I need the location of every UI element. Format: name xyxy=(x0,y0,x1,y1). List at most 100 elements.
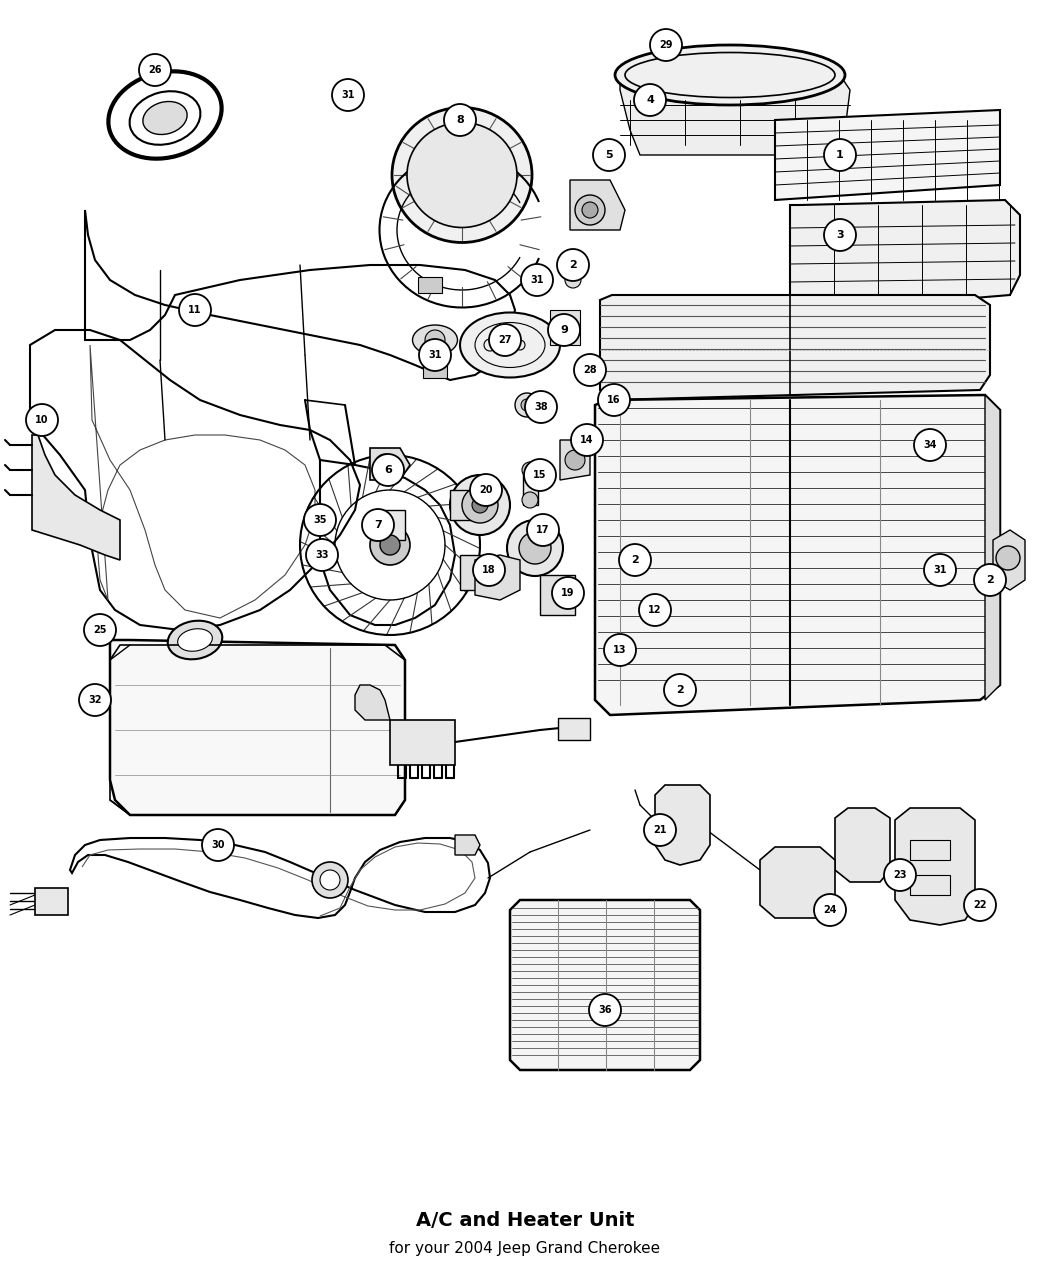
Circle shape xyxy=(824,219,856,251)
Circle shape xyxy=(527,514,559,546)
Polygon shape xyxy=(372,510,405,541)
Text: 11: 11 xyxy=(188,305,202,315)
Bar xyxy=(910,875,950,895)
Polygon shape xyxy=(540,575,575,615)
Ellipse shape xyxy=(615,45,845,105)
Polygon shape xyxy=(460,555,495,590)
Polygon shape xyxy=(418,277,442,293)
Circle shape xyxy=(514,393,539,417)
Circle shape xyxy=(202,829,234,861)
Text: 8: 8 xyxy=(456,115,464,125)
Circle shape xyxy=(372,454,404,486)
Ellipse shape xyxy=(168,621,223,659)
Polygon shape xyxy=(775,110,1000,200)
Circle shape xyxy=(974,564,1006,595)
Text: 38: 38 xyxy=(534,402,548,412)
Polygon shape xyxy=(523,465,538,505)
Text: A/C and Heater Unit: A/C and Heater Unit xyxy=(416,1210,634,1229)
Polygon shape xyxy=(620,75,851,156)
Text: 3: 3 xyxy=(836,230,844,240)
Text: 31: 31 xyxy=(933,565,947,575)
Circle shape xyxy=(620,544,651,576)
Circle shape xyxy=(589,994,621,1026)
Circle shape xyxy=(565,450,585,470)
Polygon shape xyxy=(655,785,710,864)
Circle shape xyxy=(521,264,553,296)
Circle shape xyxy=(824,139,856,171)
Polygon shape xyxy=(760,847,835,918)
Polygon shape xyxy=(390,720,455,765)
Circle shape xyxy=(565,272,581,288)
Circle shape xyxy=(525,391,556,423)
Circle shape xyxy=(644,813,676,847)
Circle shape xyxy=(884,859,916,891)
Ellipse shape xyxy=(143,102,187,135)
Circle shape xyxy=(450,476,510,536)
Polygon shape xyxy=(558,718,590,740)
Polygon shape xyxy=(570,180,625,230)
Circle shape xyxy=(574,354,606,386)
Bar xyxy=(910,840,950,861)
Circle shape xyxy=(139,54,171,85)
Circle shape xyxy=(814,894,846,926)
Text: 5: 5 xyxy=(605,150,613,159)
Text: 13: 13 xyxy=(613,645,627,655)
Text: 34: 34 xyxy=(923,440,937,450)
Circle shape xyxy=(332,79,364,111)
Ellipse shape xyxy=(413,325,458,354)
Circle shape xyxy=(375,454,395,474)
Circle shape xyxy=(79,683,111,717)
Circle shape xyxy=(84,615,116,646)
Polygon shape xyxy=(600,295,990,400)
Circle shape xyxy=(489,324,521,356)
Circle shape xyxy=(571,425,603,456)
Text: for your 2004 Jeep Grand Cherokee: for your 2004 Jeep Grand Cherokee xyxy=(390,1241,660,1256)
Circle shape xyxy=(634,84,666,116)
Text: 33: 33 xyxy=(315,550,329,560)
Circle shape xyxy=(548,314,580,346)
Ellipse shape xyxy=(392,107,532,242)
Circle shape xyxy=(507,520,563,576)
Circle shape xyxy=(320,870,340,890)
Text: 20: 20 xyxy=(479,484,492,495)
Text: 4: 4 xyxy=(646,96,654,105)
Text: 14: 14 xyxy=(581,435,593,445)
Polygon shape xyxy=(32,435,120,560)
Text: 2: 2 xyxy=(569,260,576,270)
Polygon shape xyxy=(455,835,480,856)
Circle shape xyxy=(522,462,538,478)
Circle shape xyxy=(996,546,1020,570)
Text: 28: 28 xyxy=(583,365,596,375)
Polygon shape xyxy=(993,530,1025,590)
Text: 35: 35 xyxy=(313,515,327,525)
Text: 21: 21 xyxy=(653,825,667,835)
Circle shape xyxy=(470,474,502,506)
Ellipse shape xyxy=(129,92,201,145)
Circle shape xyxy=(556,249,589,280)
Circle shape xyxy=(380,536,400,555)
Polygon shape xyxy=(790,200,1020,310)
Circle shape xyxy=(425,330,445,351)
Circle shape xyxy=(444,105,476,136)
Polygon shape xyxy=(560,440,590,479)
Text: 10: 10 xyxy=(36,414,48,425)
Circle shape xyxy=(522,492,538,507)
Polygon shape xyxy=(835,808,890,882)
Text: 32: 32 xyxy=(88,695,102,705)
Ellipse shape xyxy=(177,629,212,652)
Polygon shape xyxy=(895,808,975,924)
Circle shape xyxy=(582,201,598,218)
Text: 22: 22 xyxy=(973,900,987,910)
Polygon shape xyxy=(550,310,580,346)
Ellipse shape xyxy=(460,312,560,377)
Text: 7: 7 xyxy=(374,520,382,530)
Text: 24: 24 xyxy=(823,905,837,915)
Ellipse shape xyxy=(407,122,517,227)
Circle shape xyxy=(604,634,636,666)
Circle shape xyxy=(419,339,452,371)
Text: 19: 19 xyxy=(562,588,574,598)
Text: 31: 31 xyxy=(530,275,544,286)
Circle shape xyxy=(472,497,488,513)
Polygon shape xyxy=(370,448,410,479)
Circle shape xyxy=(914,428,946,462)
